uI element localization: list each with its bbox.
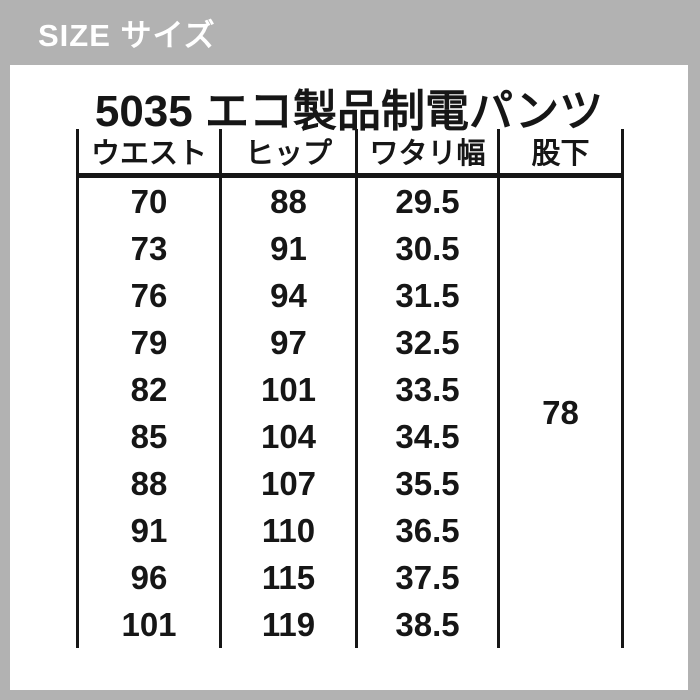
table-row: 88 107 35.5 xyxy=(76,460,623,507)
table-row: 79 97 32.5 xyxy=(76,319,623,366)
hip-value: 107 xyxy=(219,460,357,507)
product-title: 5035 エコ製品制電パンツ xyxy=(94,87,604,136)
hip-value: 110 xyxy=(219,507,357,554)
watari-value: 34.5 xyxy=(355,413,499,460)
size-table: ウエスト ヒップ ワタリ幅 股下 70 88 29.5 78 73 91 30.… xyxy=(76,129,624,648)
content-panel: 5035 エコ製品制電パンツ ウエスト ヒップ ワタリ幅 股下 70 88 29… xyxy=(10,65,688,690)
column-header-waist: ウエスト xyxy=(76,129,221,178)
table-row: 85 104 34.5 xyxy=(76,413,623,460)
watari-value: 32.5 xyxy=(355,319,499,366)
table-row: 70 88 29.5 78 xyxy=(76,175,624,648)
hip-value: 101 xyxy=(219,366,357,413)
watari-value: 38.5 xyxy=(355,601,499,648)
watari-value: 29.5 xyxy=(355,175,499,225)
waist-value: 79 xyxy=(76,319,221,366)
table-header-row: ウエスト ヒップ ワタリ幅 股下 xyxy=(76,129,624,178)
column-header-watari: ワタリ幅 xyxy=(355,129,499,178)
hip-value: 115 xyxy=(219,554,357,601)
waist-value: 76 xyxy=(76,272,221,319)
column-header-inseam: 股下 xyxy=(497,129,624,178)
inseam-value: 78 xyxy=(497,175,624,648)
waist-value: 85 xyxy=(76,413,221,460)
hip-value: 97 xyxy=(219,319,357,366)
waist-value: 82 xyxy=(76,366,221,413)
table-row: 82 101 33.5 xyxy=(76,366,623,413)
table-row: 101 119 38.5 xyxy=(76,601,623,648)
watari-value: 35.5 xyxy=(355,460,499,507)
hip-value: 104 xyxy=(219,413,357,460)
header-bar: SIZE サイズ xyxy=(0,0,700,65)
watari-value: 36.5 xyxy=(355,507,499,554)
table-row: 76 94 31.5 xyxy=(76,272,623,319)
waist-value: 73 xyxy=(76,225,221,272)
waist-value: 101 xyxy=(76,601,221,648)
header-bar-label: SIZE サイズ xyxy=(38,18,216,53)
hip-value: 91 xyxy=(219,225,357,272)
watari-value: 31.5 xyxy=(355,272,499,319)
table-row: 96 115 37.5 xyxy=(76,554,623,601)
waist-value: 96 xyxy=(76,554,221,601)
watari-value: 33.5 xyxy=(355,366,499,413)
hip-value: 94 xyxy=(219,272,357,319)
table-row: 73 91 30.5 xyxy=(76,225,623,272)
hip-value: 119 xyxy=(219,601,357,648)
watari-value: 30.5 xyxy=(355,225,499,272)
table-row: 91 110 36.5 xyxy=(76,507,623,554)
waist-value: 88 xyxy=(76,460,221,507)
waist-value: 91 xyxy=(76,507,221,554)
watari-value: 37.5 xyxy=(355,554,499,601)
hip-value: 88 xyxy=(219,175,357,225)
column-header-hip: ヒップ xyxy=(219,129,357,178)
waist-value: 70 xyxy=(76,175,221,225)
